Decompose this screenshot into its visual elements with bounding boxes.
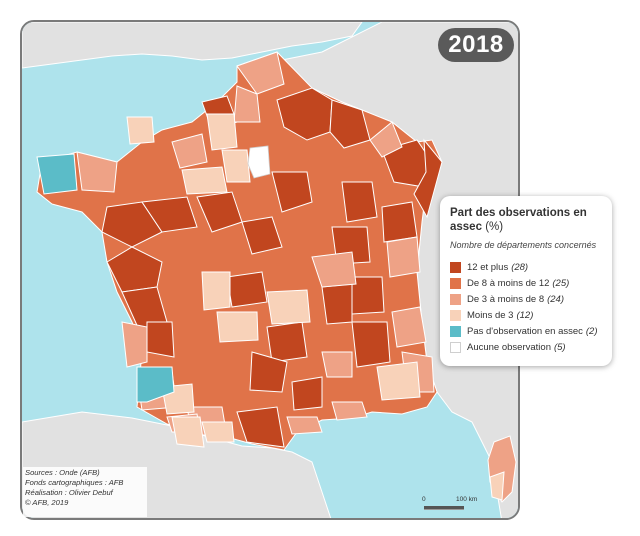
legend-swatch bbox=[450, 341, 461, 353]
legend-item: 12 et plus (28) bbox=[450, 259, 602, 275]
credit-base-map: Fonds cartographiques : AFB bbox=[25, 478, 124, 487]
legend: Part des observations en assec (%) Nombr… bbox=[440, 196, 612, 366]
legend-title-text: Part des observations en assec bbox=[450, 207, 587, 233]
legend-item-label: De 8 à moins de 12 bbox=[467, 277, 550, 289]
year-badge: 2018 bbox=[438, 28, 514, 62]
legend-item: Moins de 3 (12) bbox=[450, 307, 602, 323]
legend-item: De 3 à moins de 8 (24) bbox=[450, 291, 602, 307]
class-no-observation bbox=[247, 145, 271, 179]
legend-subtitle: Nombre de départements concernés bbox=[450, 240, 597, 250]
credit-copyright: © AFB, 2019 bbox=[25, 498, 69, 507]
legend-item-count: (12) bbox=[516, 309, 534, 321]
scale-bar: 0 100 km bbox=[422, 496, 494, 516]
legend-item-count: (24) bbox=[547, 293, 565, 305]
scale-line bbox=[424, 506, 464, 509]
class-12-plus bbox=[101, 87, 443, 448]
legend-item-label: De 3 à moins de 8 bbox=[467, 293, 545, 305]
legend-item-count: (28) bbox=[511, 261, 529, 273]
legend-title: Part des observations en assec (%) bbox=[450, 206, 602, 234]
legend-swatch bbox=[450, 261, 461, 273]
legend-item: Aucune observation (5) bbox=[450, 339, 602, 355]
legend-item-label: Aucune observation bbox=[467, 341, 551, 353]
legend-swatch bbox=[450, 309, 461, 321]
credit-author: Réalisation : Olivier Debuf bbox=[25, 488, 113, 497]
legend-item-label: Pas d'observation en assec bbox=[467, 325, 583, 337]
legend-swatch bbox=[450, 293, 461, 305]
map-frame bbox=[20, 20, 520, 520]
scale-start-label: 0 bbox=[422, 496, 426, 503]
legend-title-unit: (%) bbox=[485, 221, 504, 233]
legend-item-label: Moins de 3 bbox=[467, 309, 514, 321]
legend-item: Pas d'observation en assec (2) bbox=[450, 323, 602, 339]
credits: Sources : Onde (AFB) Fonds cartographiqu… bbox=[23, 467, 147, 517]
legend-item-count: (2) bbox=[585, 325, 598, 337]
scale-end-label: 100 km bbox=[456, 496, 478, 503]
class-no-dry bbox=[36, 153, 175, 403]
land-united-kingdom bbox=[22, 22, 363, 69]
legend-item-count: (5) bbox=[553, 341, 566, 353]
scale-line-base bbox=[424, 509, 464, 510]
legend-swatch bbox=[450, 325, 461, 337]
legend-items: 12 et plus (28) De 8 à moins de 12 (25) … bbox=[450, 259, 602, 355]
credit-source: Sources : Onde (AFB) bbox=[25, 468, 100, 477]
legend-item-label: 12 et plus bbox=[467, 261, 509, 273]
france-map bbox=[22, 22, 518, 518]
legend-swatch bbox=[450, 277, 461, 289]
legend-item: De 8 à moins de 12 (25) bbox=[450, 275, 602, 291]
class-under-3 bbox=[126, 113, 421, 448]
legend-item-count: (25) bbox=[552, 277, 570, 289]
corsica-south bbox=[489, 471, 505, 501]
